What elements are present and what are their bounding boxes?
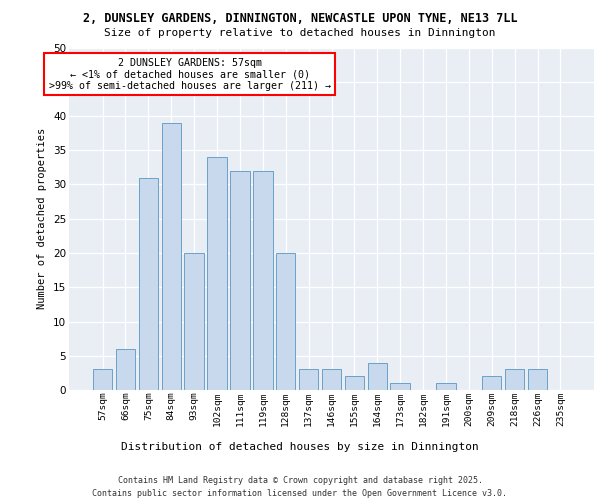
Bar [184,253,204,390]
Bar [93,370,112,390]
Bar [299,370,319,390]
Y-axis label: Number of detached properties: Number of detached properties [37,128,47,310]
Bar [161,123,181,390]
Bar [482,376,502,390]
Bar [436,383,455,390]
Bar [230,171,250,390]
Bar [528,370,547,390]
Bar [322,370,341,390]
Text: Size of property relative to detached houses in Dinnington: Size of property relative to detached ho… [104,28,496,38]
Bar [139,178,158,390]
Bar [276,253,295,390]
Bar [505,370,524,390]
Bar [253,171,272,390]
Bar [116,349,135,390]
Bar [208,157,227,390]
Text: 2 DUNSLEY GARDENS: 57sqm
← <1% of detached houses are smaller (0)
>99% of semi-d: 2 DUNSLEY GARDENS: 57sqm ← <1% of detach… [49,58,331,91]
Bar [368,362,387,390]
Bar [344,376,364,390]
Text: Distribution of detached houses by size in Dinnington: Distribution of detached houses by size … [121,442,479,452]
Text: 2, DUNSLEY GARDENS, DINNINGTON, NEWCASTLE UPON TYNE, NE13 7LL: 2, DUNSLEY GARDENS, DINNINGTON, NEWCASTL… [83,12,517,24]
Text: Contains HM Land Registry data © Crown copyright and database right 2025.
Contai: Contains HM Land Registry data © Crown c… [92,476,508,498]
Bar [391,383,410,390]
